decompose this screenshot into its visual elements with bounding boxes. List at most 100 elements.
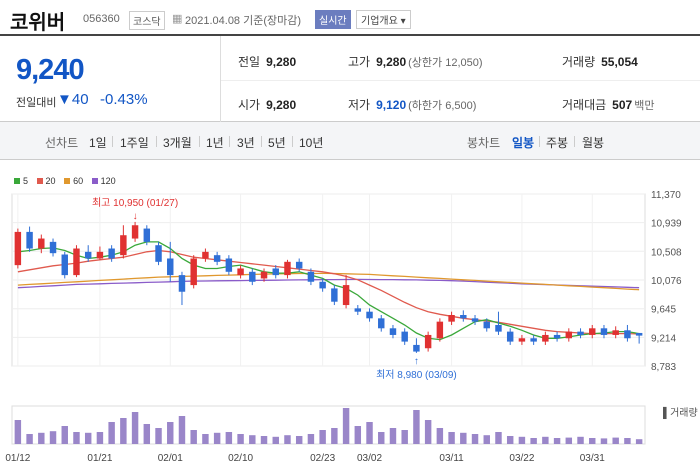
x-tick-label: 02/01: [158, 453, 183, 464]
x-tick-label: 02/23: [310, 453, 335, 464]
volume-bar: [307, 434, 315, 444]
candle-body: [167, 258, 174, 276]
volume-label: ▌거래량: [663, 406, 698, 420]
volume-bar: [589, 438, 596, 444]
tab-period-1w[interactable]: 1주일: [120, 136, 149, 150]
tab-monthly-candle[interactable]: 월봉: [582, 136, 605, 150]
prev-close-label: 전일: [238, 55, 261, 69]
volume-bar: [354, 426, 362, 444]
y-tick-label: 10,076: [651, 276, 682, 287]
volume-bar: [542, 436, 549, 444]
company-info-dropdown[interactable]: 기업개요 ▾: [356, 10, 411, 29]
candle-body: [96, 251, 104, 259]
volume-bar: [108, 422, 115, 444]
realtime-button[interactable]: 실시간: [315, 10, 351, 29]
candle-body: [471, 318, 479, 322]
amount-label: 거래대금: [562, 98, 607, 112]
volume-bar: [260, 436, 268, 444]
candle-body: [190, 258, 197, 286]
market-badge: 코스닥: [129, 11, 165, 30]
tab-period-1d[interactable]: 1일: [89, 136, 107, 150]
candle-body: [249, 271, 256, 282]
volume-bar: [237, 434, 244, 444]
candle-body: [542, 334, 549, 342]
x-tick-label: 01/21: [87, 453, 112, 464]
candle-body: [413, 344, 420, 352]
low-annotation: 최저 8,980 (03/09): [376, 369, 457, 381]
volume-bar: [553, 438, 561, 444]
candle-body: [131, 225, 139, 239]
volume-bar: [167, 422, 174, 444]
candle-body: [14, 231, 22, 266]
candle-body: [495, 324, 502, 332]
chart-legend: 5 20 60 120: [14, 176, 122, 186]
volume-bar: [249, 435, 256, 444]
candle-body: [213, 255, 221, 262]
candle-body: [108, 248, 115, 259]
volume-bar: [530, 438, 537, 444]
tab-weekly-candle[interactable]: 주봉: [546, 136, 569, 150]
candle-body: [295, 261, 303, 269]
tab-period-1y[interactable]: 1년: [206, 136, 224, 150]
volume-bar: [471, 434, 479, 444]
candle-body: [26, 231, 33, 249]
low-value: 9,120: [376, 98, 407, 112]
y-tick-label: 8,783: [651, 362, 676, 373]
candle-body: [589, 328, 596, 335]
volume-bar: [155, 428, 162, 444]
volume-bar: [401, 430, 408, 444]
price-summary: 9,240 전일대비 ▼40 -0.43% 전일 9,280 시가 9,280 고가…: [0, 36, 700, 122]
volume-bar: [49, 431, 57, 444]
compare-label: 전일대비: [16, 97, 57, 109]
calendar-icon: ▦: [172, 13, 183, 25]
candle-body: [143, 228, 151, 242]
volume-bar: [96, 432, 104, 444]
base-date: 2021.04.08 기준(장마감): [185, 15, 302, 27]
volume-bar: [342, 408, 350, 444]
tab-daily-candle[interactable]: 일봉: [512, 136, 535, 150]
tab-period-5y[interactable]: 5년: [268, 136, 286, 150]
volume-bar: [624, 438, 631, 444]
candle-body: [225, 258, 233, 272]
y-tick-label: 9,645: [651, 305, 676, 316]
ma120-line: [17, 278, 640, 289]
candle-body: [506, 331, 514, 342]
tab-period-3m[interactable]: 3개월: [163, 136, 192, 150]
y-tick-label: 11,370: [651, 190, 681, 201]
volume-bar: [565, 437, 573, 444]
x-tick-label: 03/31: [580, 453, 605, 464]
prev-close-cell: 전일 9,280: [238, 53, 296, 70]
tab-period-10y[interactable]: 10년: [299, 136, 324, 150]
candle-body: [518, 338, 526, 342]
volume-bar: [483, 435, 490, 444]
high-annotation: 최고 10,950 (01/27): [92, 197, 178, 209]
volume-bar: [331, 428, 338, 444]
volume-bar: [319, 430, 326, 444]
high-arrow-icon: ↓: [133, 211, 138, 222]
x-tick-label: 03/02: [357, 453, 382, 464]
open-value: 9,280: [266, 98, 297, 112]
high-value: 9,280: [376, 55, 407, 69]
candle-body: [424, 334, 432, 349]
amount-cell: 거래대금 507 백만: [562, 96, 654, 113]
candle-body: [565, 331, 573, 339]
candle-body: [49, 241, 57, 254]
candle-body: [178, 275, 186, 292]
volume-bar: [26, 434, 33, 444]
low-cell: 저가 9,120 (하한가 6,500): [348, 96, 476, 113]
candle-body: [237, 268, 244, 276]
ma20-line: [17, 249, 640, 335]
volume-value: 55,054: [601, 55, 638, 69]
current-price: 9,240: [16, 54, 85, 86]
candle-body: [612, 330, 619, 335]
volume-bar: [225, 432, 233, 444]
tab-period-3y[interactable]: 3년: [237, 136, 255, 150]
divider: [220, 36, 221, 122]
volume-bar: [61, 426, 68, 444]
low-arrow-icon: ↑: [414, 356, 419, 367]
candle-body: [73, 248, 80, 276]
candle-body: [284, 261, 291, 276]
candle-body: [120, 235, 127, 256]
volume-bar: [460, 432, 467, 444]
volume-plot-frame: [11, 405, 646, 445]
